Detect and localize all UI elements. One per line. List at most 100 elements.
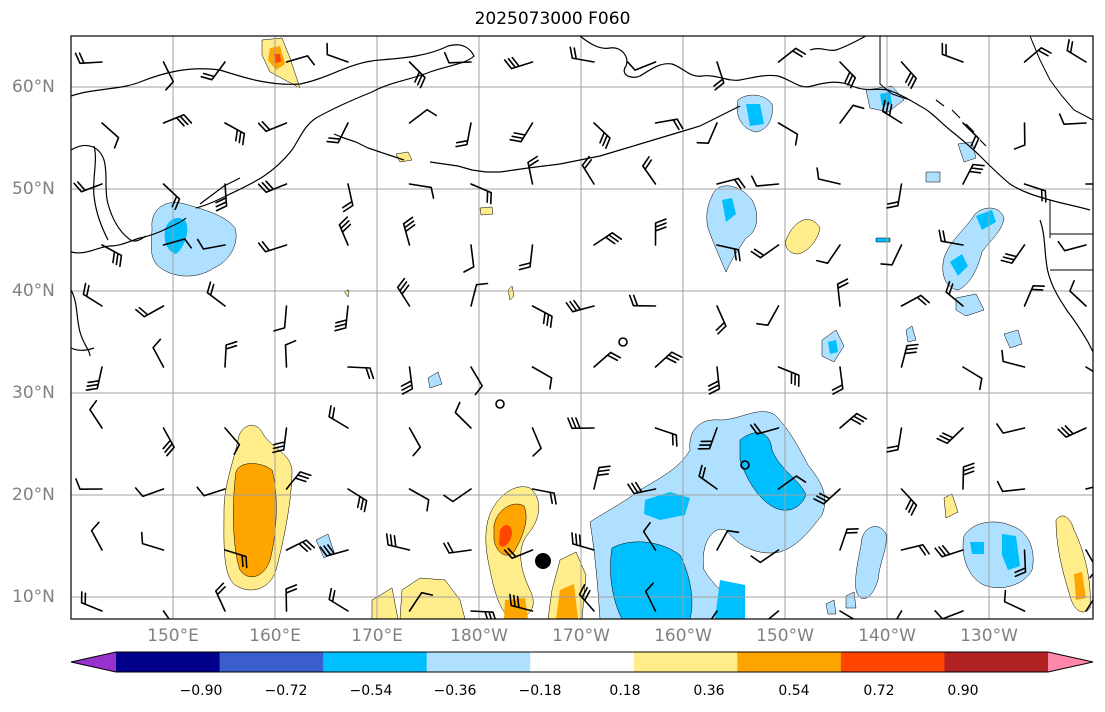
wind-barb [408,108,438,124]
contour-hawaii-core3 [644,492,690,520]
wind-barb [777,366,800,387]
lon-label-140w: 140°W [858,626,916,646]
wind-barb [1023,183,1047,203]
wind-barb [626,61,657,71]
wind-barb [962,462,975,490]
coast-kurils [199,177,241,205]
wind-barb [1066,39,1087,63]
wind-barb [140,531,165,551]
coast-mainland-asia [71,289,95,357]
wind-barb [162,183,181,211]
contour-yellow-ak [785,219,821,255]
wind-barb [839,61,857,89]
wind-barb [531,305,553,328]
wind-barb [654,427,678,447]
border-bc [1049,200,1093,271]
wind-barb [463,244,475,273]
wind-barb [1085,183,1093,185]
wind-barb [196,486,226,497]
wind-barb [886,183,903,209]
wind-barb [531,366,553,390]
storm-center-marker [535,553,551,569]
wind-barb [839,528,859,551]
wind-barb [839,104,865,124]
colorbar-segment [426,652,531,672]
colorbar-label: 0.18 [609,683,641,699]
wind-barb [813,488,841,505]
colorbar-outline [70,651,1094,673]
colorbar-label: −0.90 [179,683,223,699]
coast-okhotsk [71,145,147,242]
wind-barb [716,177,746,190]
lat-label-50: 50°N [12,179,55,199]
lon-label-130w: 130°W [960,626,1018,646]
wind-barb [196,238,226,250]
wind-barb [328,587,349,612]
wind-barb [750,423,780,435]
wind-barb [886,427,903,453]
colorbar-label: −0.18 [518,683,562,699]
wind-barb [1001,349,1026,368]
colorbar-segment [530,652,635,672]
wind-barb [509,122,534,143]
wind-barb [882,99,903,124]
wind-barb [750,175,780,187]
wind-barb [654,351,683,368]
contour-180-south [504,598,528,619]
contour-small-3 [507,285,515,301]
wind-barb [565,299,595,313]
contour-gulf-alaska-1core [722,198,736,222]
wind-barb [334,305,349,332]
contour-misc-11 [825,599,837,615]
wind-barb [408,488,430,512]
coast-alaska [579,36,1091,211]
colorbar-segment [219,652,324,672]
wind-barb [1023,285,1045,307]
wind-barb [443,488,472,503]
wind-barb [215,183,228,212]
coast-alaska-2 [809,36,867,52]
wind-barb [470,183,492,205]
contour-blue-japan [151,202,237,277]
contour-misc-3 [1003,329,1023,349]
wind-barb [1057,425,1087,438]
contour-180-red [499,525,512,547]
wind-barb [836,278,849,307]
lon-label-160w: 160°W [654,626,712,646]
wind-barb [347,366,375,380]
wind-barb [715,305,727,335]
wind-barb [443,51,472,64]
wind-barb [273,305,288,332]
wind-barb [162,114,193,127]
wind-barb [816,244,841,264]
contour-175e-band [371,587,399,619]
wind-barb [900,343,919,368]
wind-barb [470,282,489,307]
wind-barb [713,61,725,91]
contour-misc-12 [845,591,857,609]
wind-barb [408,591,434,612]
wind-barb [698,464,718,490]
wind-barb [285,55,315,66]
wind-barb [224,122,246,146]
wind-barb [285,584,298,612]
shaded-regions [151,37,1091,619]
colorbar-label: −0.36 [433,683,477,699]
colorbar-segment [116,652,221,672]
wind-barb [85,366,103,391]
colorbar-segment [944,652,1049,672]
wind-barb [89,399,103,429]
contour-misc-13 [875,237,891,243]
colorbar-arrow-left [71,652,116,672]
coast-siberia [71,44,475,151]
colorbar-label: 0.72 [863,683,895,699]
wind-barb [319,544,349,557]
wind-barb [80,591,103,612]
wind-barb [593,465,611,490]
wind-barb [134,487,165,498]
wind-barb [831,366,844,395]
wind-barb [938,229,964,246]
wind-barb [1014,549,1027,578]
wind-barb [710,610,718,619]
wind-barb [531,488,557,505]
